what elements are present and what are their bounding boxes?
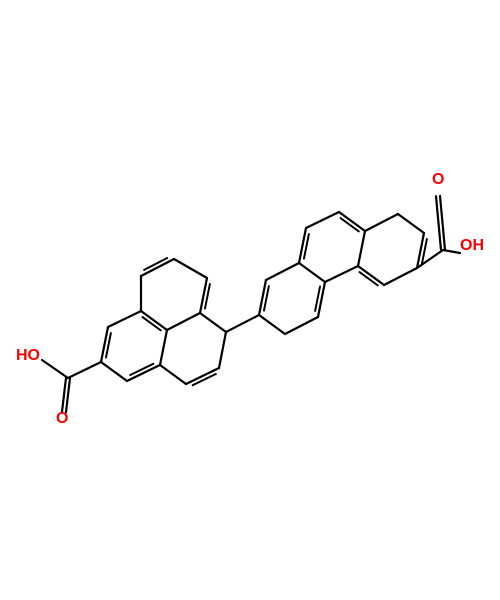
molecule-canvas: HO O O OH — [0, 0, 500, 600]
molecule-svg: HO O O OH — [0, 0, 500, 600]
atom-label-O2: O — [432, 171, 444, 188]
atom-label-HO1: HO — [16, 347, 40, 364]
atom-label-OH2: OH — [460, 237, 484, 254]
atom-label-O1: O — [56, 410, 68, 427]
